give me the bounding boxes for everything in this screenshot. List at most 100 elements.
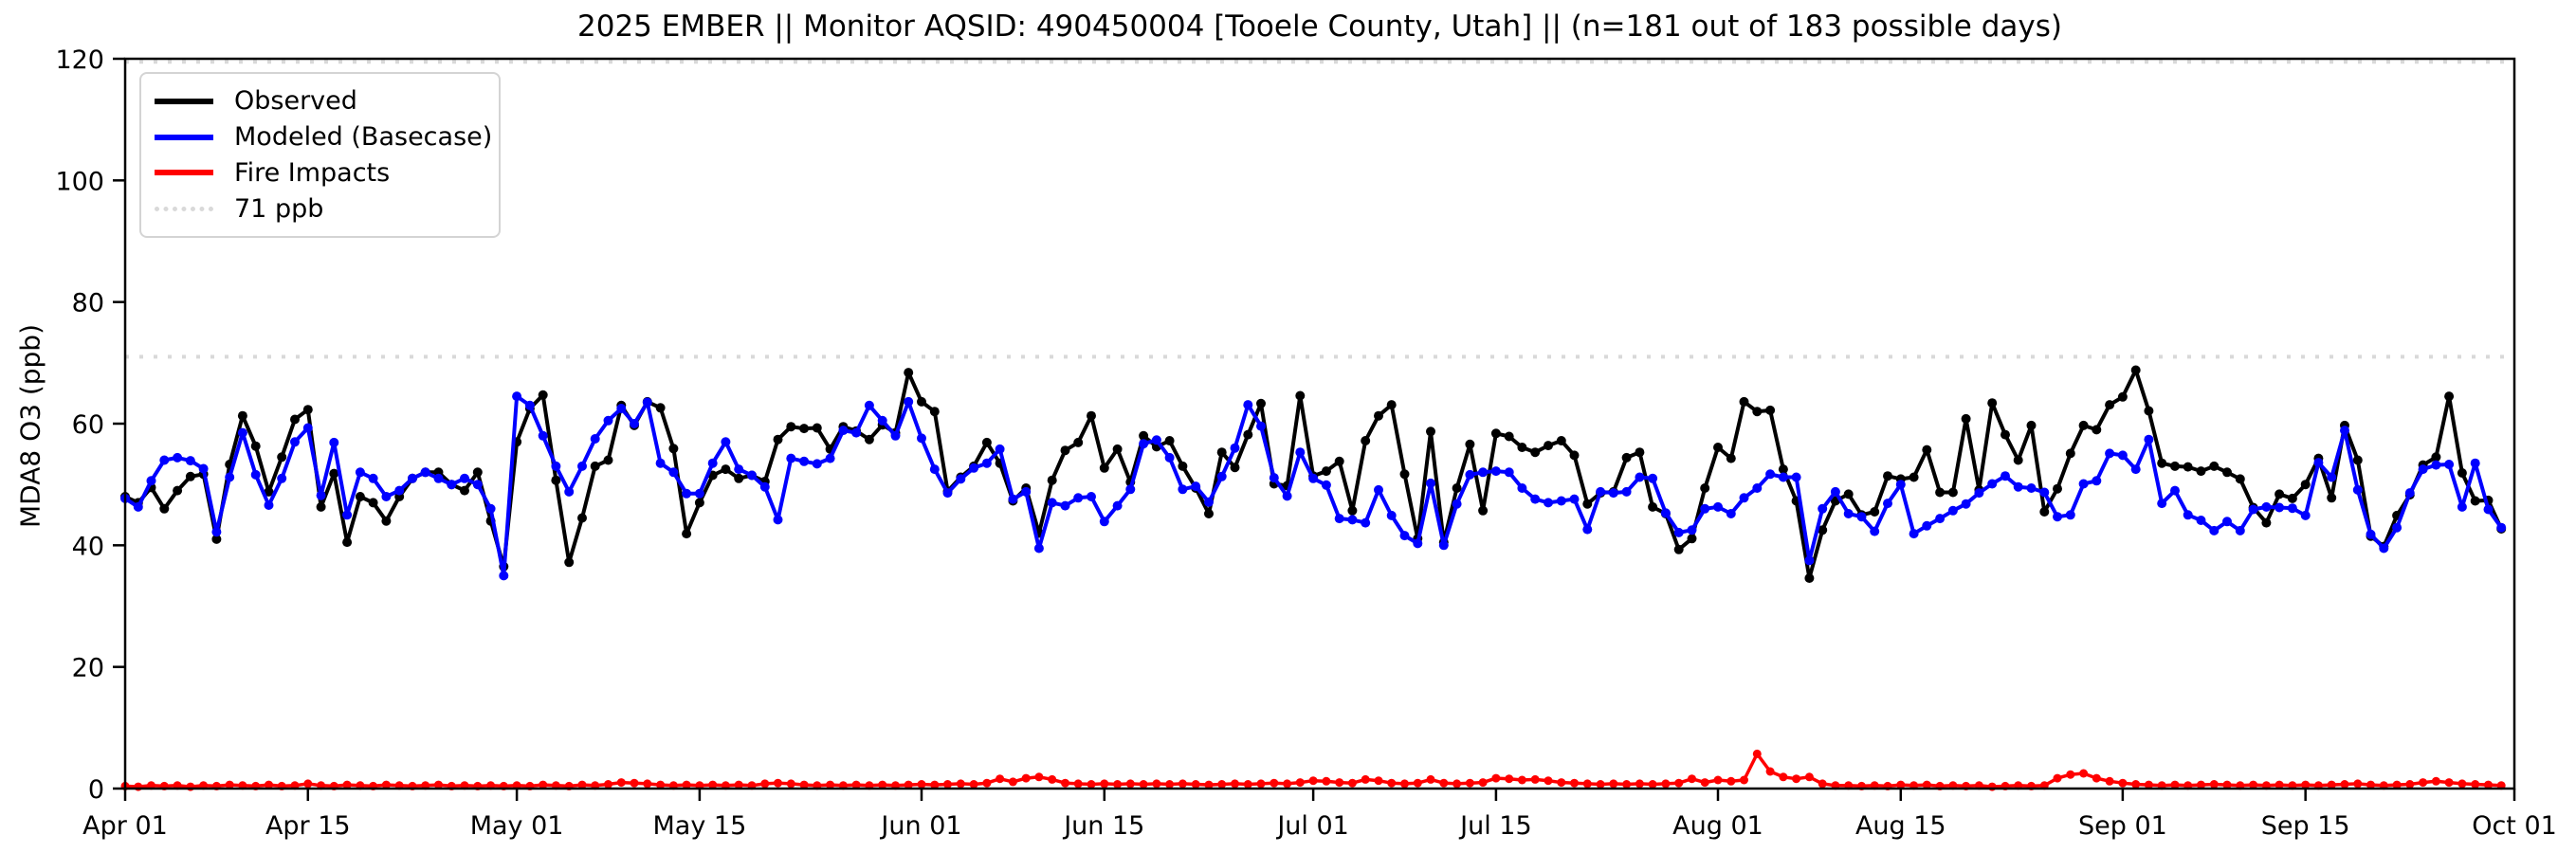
data-point-modeled-basecase xyxy=(2092,476,2102,486)
data-point-observed xyxy=(1648,501,1658,512)
data-point-modeled-basecase xyxy=(342,510,353,520)
data-point-fire-impacts xyxy=(774,778,782,788)
data-point-observed xyxy=(1465,439,1475,449)
data-point-modeled-basecase xyxy=(1556,496,1566,506)
data-point-observed xyxy=(1216,447,1227,458)
data-point-modeled-basecase xyxy=(1191,481,1201,492)
data-point-observed xyxy=(1504,431,1514,442)
data-point-modeled-basecase xyxy=(1843,509,1854,518)
data-point-modeled-basecase xyxy=(942,488,953,499)
y-tick-label: 20 xyxy=(72,654,104,683)
data-point-observed xyxy=(929,407,940,417)
data-point-fire-impacts xyxy=(434,780,443,789)
data-point-fire-impacts xyxy=(2301,780,2311,789)
data-point-observed xyxy=(355,492,365,501)
data-point-fire-impacts xyxy=(2066,770,2075,779)
data-point-observed xyxy=(538,390,548,400)
data-point-fire-impacts xyxy=(1544,776,1553,786)
data-point-observed xyxy=(2287,493,2297,503)
data-point-modeled-basecase xyxy=(995,444,1005,454)
y-axis-label: MDA8 O3 (ppb) xyxy=(14,323,46,529)
data-point-modeled-basecase xyxy=(2013,481,2023,492)
legend-item-fire-impacts: Fire Impacts xyxy=(155,160,485,186)
data-point-observed xyxy=(721,464,731,475)
data-point-modeled-basecase xyxy=(159,455,170,465)
data-point-observed xyxy=(1099,463,1109,473)
data-point-observed xyxy=(734,473,744,483)
data-point-fire-impacts xyxy=(1557,778,1566,788)
data-point-fire-impacts xyxy=(1779,772,1788,782)
data-point-modeled-basecase xyxy=(1478,467,1489,478)
data-point-modeled-basecase xyxy=(1895,480,1906,490)
legend-line-icon-observed xyxy=(155,98,213,104)
data-point-fire-impacts xyxy=(1087,780,1096,789)
data-point-modeled-basecase xyxy=(381,492,392,501)
data-point-observed xyxy=(1778,464,1788,475)
data-point-modeled-basecase xyxy=(2078,479,2089,489)
data-point-fire-impacts xyxy=(2144,780,2153,789)
data-point-modeled-basecase xyxy=(1073,493,1084,503)
data-point-observed xyxy=(2183,462,2193,472)
data-point-observed xyxy=(1687,534,1697,544)
data-point-modeled-basecase xyxy=(694,488,704,499)
data-point-observed xyxy=(2327,493,2337,503)
data-point-fire-impacts xyxy=(2484,780,2493,789)
data-point-fire-impacts xyxy=(1322,776,1331,786)
data-point-fire-impacts xyxy=(1295,778,1305,788)
data-point-modeled-basecase xyxy=(2340,426,2349,436)
data-point-modeled-basecase xyxy=(682,488,692,499)
data-point-fire-impacts xyxy=(1426,774,1435,784)
data-point-modeled-basecase xyxy=(1947,505,1958,516)
data-point-observed xyxy=(2261,517,2272,528)
x-tick-label: Jun 01 xyxy=(879,811,961,841)
data-point-modeled-basecase xyxy=(394,485,405,496)
data-point-fire-impacts xyxy=(539,780,548,789)
data-point-observed xyxy=(2196,466,2206,477)
data-point-fire-impacts xyxy=(1752,749,1762,758)
data-point-modeled-basecase xyxy=(173,452,183,463)
data-point-modeled-basecase xyxy=(2313,458,2324,468)
data-point-observed xyxy=(1426,426,1435,437)
data-point-observed xyxy=(1635,447,1645,458)
data-point-observed xyxy=(1204,509,1214,518)
data-point-observed xyxy=(237,410,247,421)
data-point-modeled-basecase xyxy=(1935,514,1946,524)
data-point-modeled-basecase xyxy=(616,404,627,413)
data-point-observed xyxy=(1700,483,1710,493)
data-point-modeled-basecase xyxy=(577,461,587,471)
data-point-observed xyxy=(1569,450,1580,461)
data-point-fire-impacts xyxy=(2105,776,2114,786)
data-point-modeled-basecase xyxy=(1517,483,1527,493)
data-point-observed xyxy=(1804,573,1815,583)
data-point-fire-impacts xyxy=(760,779,770,789)
data-point-modeled-basecase xyxy=(2352,484,2363,495)
data-point-modeled-basecase xyxy=(551,461,561,471)
data-point-fire-impacts xyxy=(1726,776,1736,786)
data-point-observed xyxy=(2117,391,2128,402)
data-point-modeled-basecase xyxy=(1582,524,1593,535)
data-point-fire-impacts xyxy=(1113,780,1123,789)
chart-title: 2025 EMBER || Monitor AQSID: 490450004 [… xyxy=(577,9,2062,44)
data-point-modeled-basecase xyxy=(2183,510,2193,520)
data-point-fire-impacts xyxy=(1478,778,1488,788)
data-point-fire-impacts xyxy=(1283,779,1292,789)
data-point-modeled-basecase xyxy=(642,397,652,408)
data-point-fire-impacts xyxy=(1152,779,1161,789)
data-point-modeled-basecase xyxy=(355,467,365,478)
data-point-observed xyxy=(2157,458,2167,468)
data-point-fire-impacts xyxy=(851,780,861,789)
data-point-modeled-basecase xyxy=(1713,501,1723,512)
data-point-observed xyxy=(1178,461,1188,471)
data-point-modeled-basecase xyxy=(185,456,195,466)
data-point-fire-impacts xyxy=(878,780,887,789)
data-point-fire-impacts xyxy=(1765,767,1775,776)
data-point-observed xyxy=(1961,413,1971,424)
data-point-fire-impacts xyxy=(303,779,313,789)
data-point-modeled-basecase xyxy=(1334,514,1344,524)
data-point-modeled-basecase xyxy=(1139,439,1149,449)
data-point-fire-impacts xyxy=(1818,779,1827,789)
data-point-observed xyxy=(2001,429,2010,440)
y-tick-label: 100 xyxy=(55,167,104,196)
data-point-observed xyxy=(2209,461,2220,471)
